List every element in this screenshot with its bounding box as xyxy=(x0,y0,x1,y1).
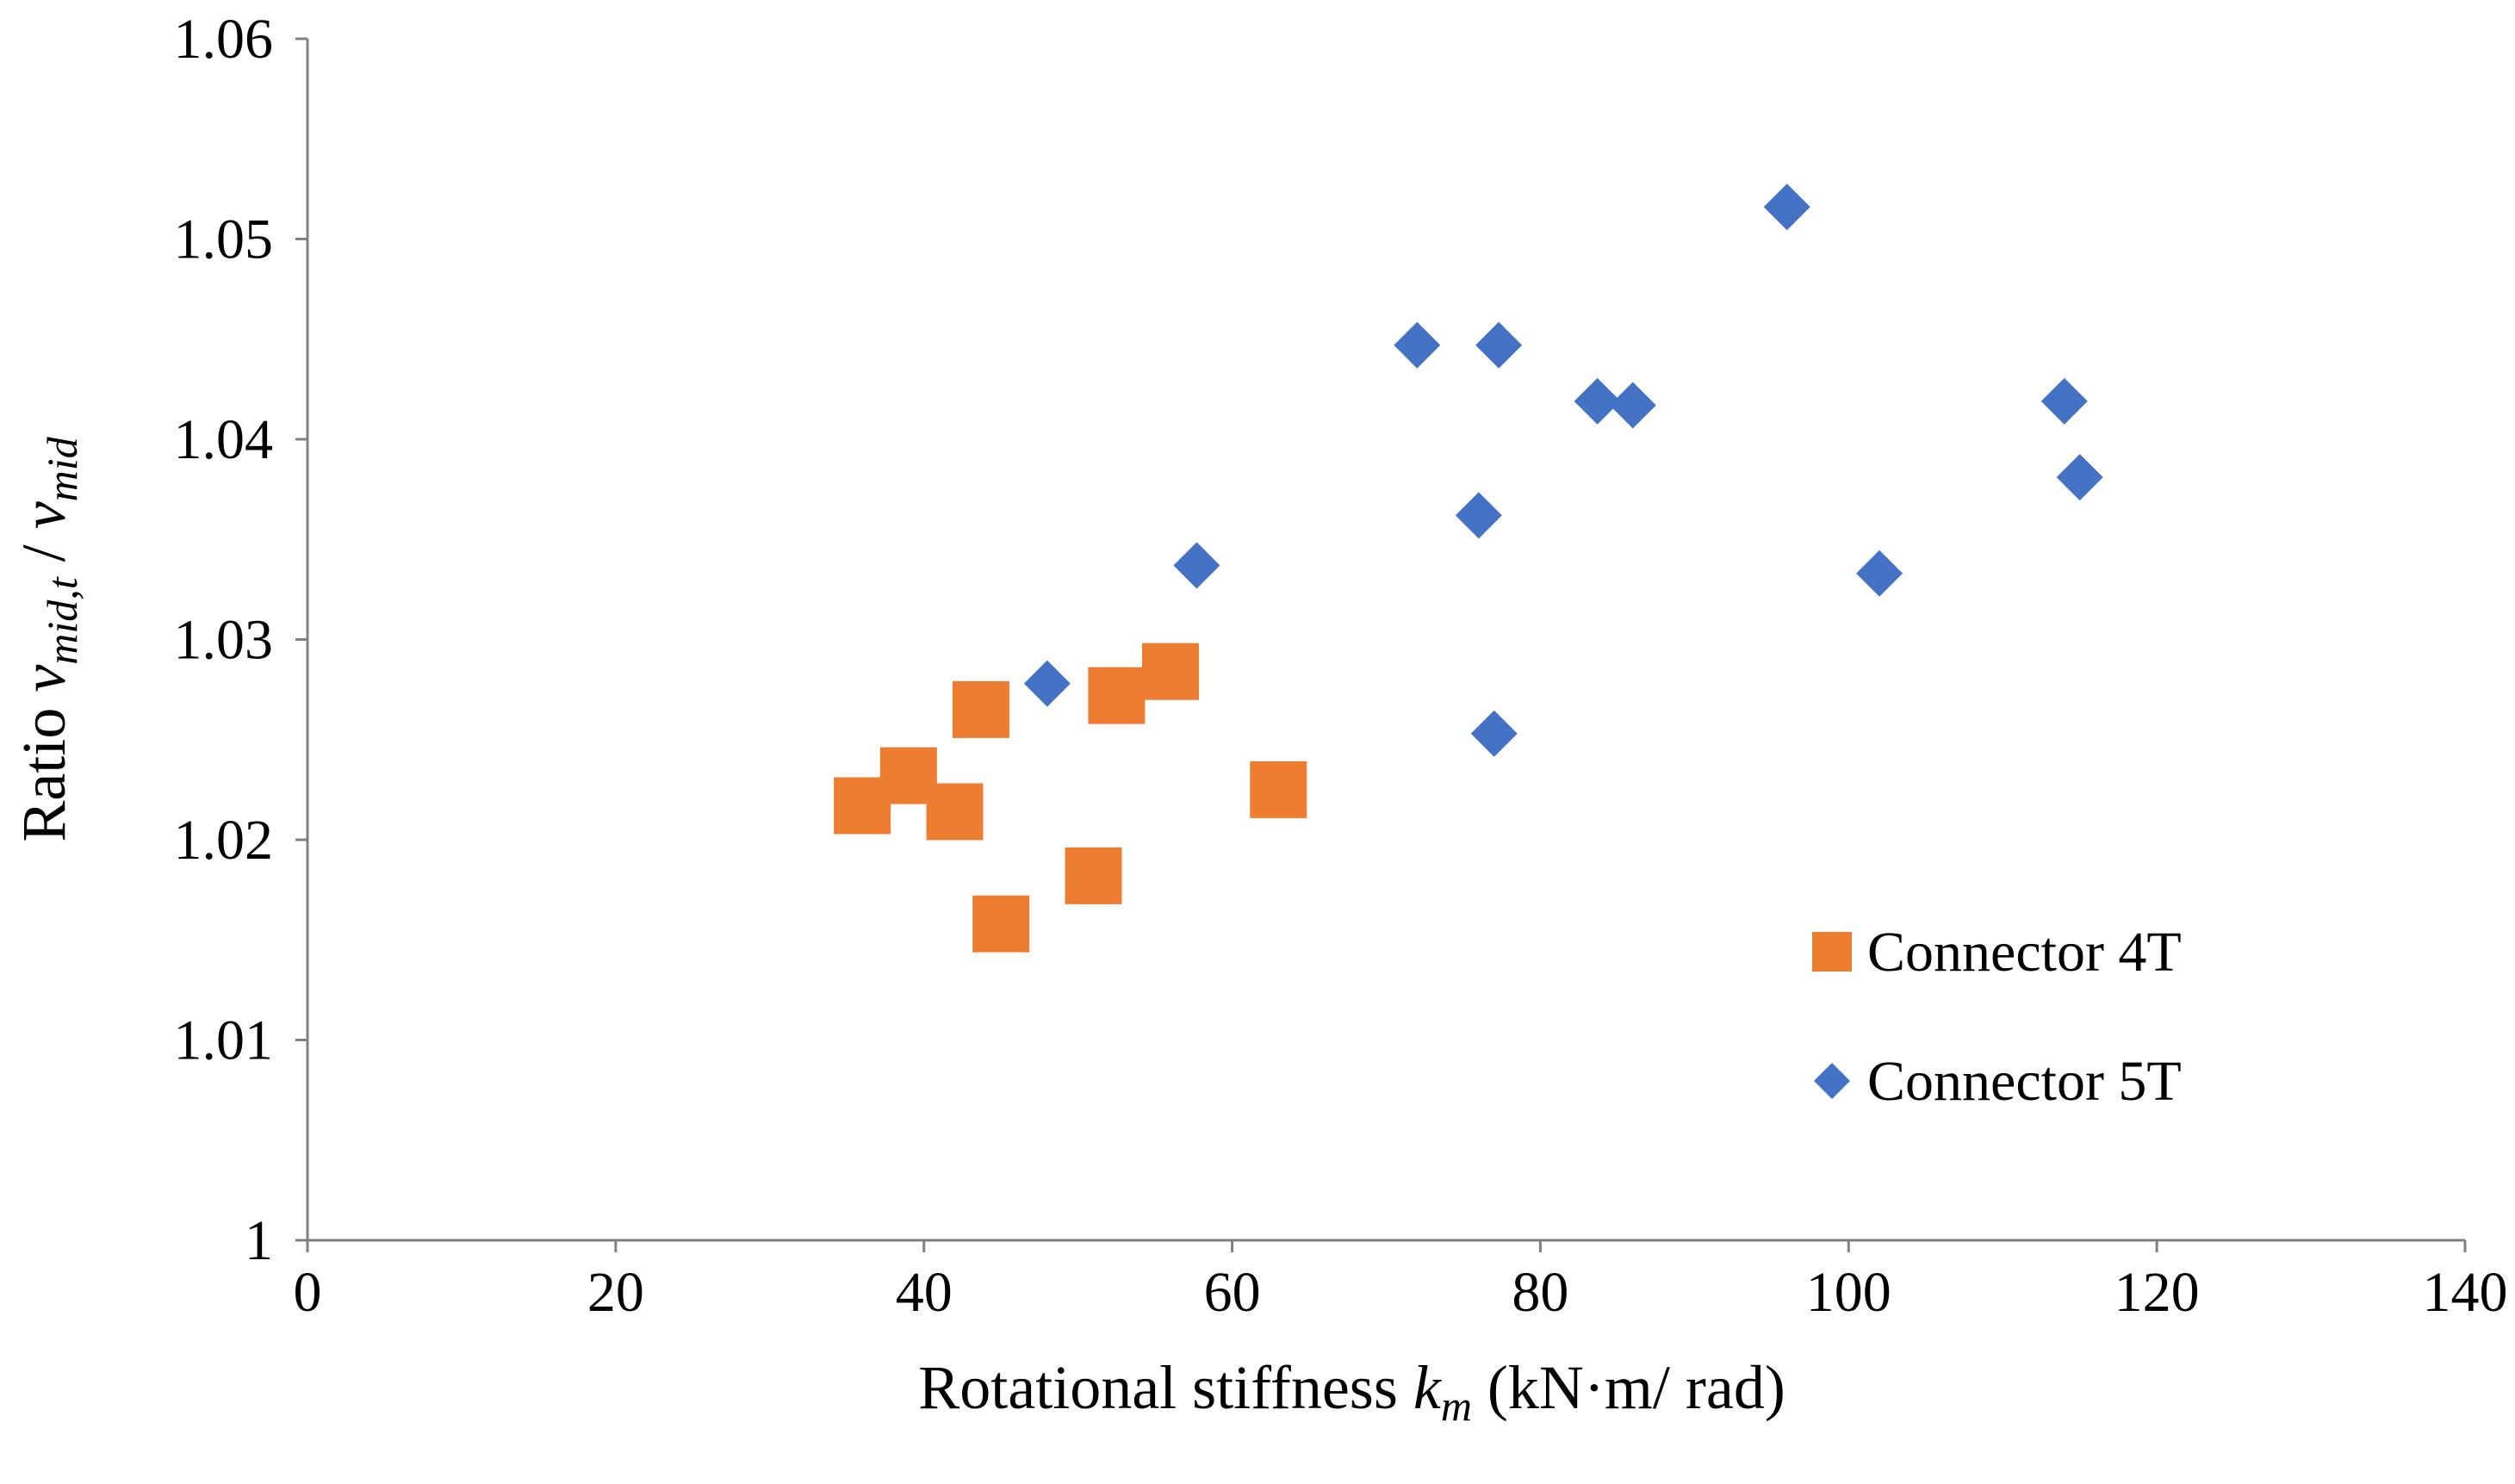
data-point-connector-5t xyxy=(1475,321,1523,369)
x-tick-label: 80 xyxy=(1512,1261,1568,1324)
x-axis-title-suffix: (kN·m/ rad) xyxy=(1472,1353,1785,1422)
data-point-connector-5t xyxy=(1023,660,1071,707)
data-point-connector-5t xyxy=(1455,492,1502,539)
y-axis-title-prefix: Ratio xyxy=(9,692,78,842)
x-tick-label: 20 xyxy=(587,1261,644,1324)
x-tick-label: 140 xyxy=(2423,1261,2508,1324)
legend-marker-connector-4t xyxy=(1812,932,1852,972)
x-axis-title-subscript: m xyxy=(1441,1382,1472,1430)
y-tick-label: 1.05 xyxy=(174,208,274,271)
y-tick-label: 1.02 xyxy=(174,809,274,872)
data-point-connector-5t xyxy=(1394,321,1441,369)
x-axis-title-prefix: Rotational stiffness xyxy=(918,1353,1413,1422)
legend-label-connector-4t: Connector 4T xyxy=(1867,921,2182,984)
y-axis-title-subscript2: mid xyxy=(38,436,86,501)
y-tick-label: 1.01 xyxy=(174,1009,274,1072)
data-point-connector-4t xyxy=(1250,761,1307,818)
data-point-connector-4t xyxy=(926,783,984,841)
data-point-connector-5t xyxy=(2040,377,2088,425)
y-axis-title-subscript1: mid,t xyxy=(38,576,86,665)
data-point-connector-5t xyxy=(2056,454,2103,501)
data-point-connector-5t xyxy=(1609,382,1656,429)
x-tick-label: 100 xyxy=(1806,1261,1891,1324)
y-tick-label: 1.04 xyxy=(174,408,274,471)
x-ticks: 0 20 40 60 80 100 120 140 xyxy=(294,1240,2508,1324)
x-tick-label: 60 xyxy=(1204,1261,1261,1324)
data-point-connector-4t xyxy=(1142,643,1199,700)
data-point-connector-4t xyxy=(1065,847,1122,904)
data-point-connector-5t xyxy=(1856,550,1903,597)
data-point-connector-5t xyxy=(1574,377,1621,425)
y-ticks: 1 1.01 1.02 1.03 1.04 1.05 1.06 xyxy=(174,8,307,1272)
data-point-connector-4t xyxy=(1088,667,1146,724)
y-tick-label: 1.03 xyxy=(174,609,274,672)
y-axis-title-symbol1: v xyxy=(9,665,78,692)
y-axis-title-symbol2: v xyxy=(9,501,78,529)
x-tick-label: 120 xyxy=(2114,1261,2200,1324)
legend-label-connector-5t: Connector 5T xyxy=(1867,1050,2182,1113)
data-point-connector-4t xyxy=(952,680,1009,738)
y-tick-label: 1.06 xyxy=(174,8,274,71)
data-point-connector-5t xyxy=(1763,183,1810,231)
x-axis-title: Rotational stiffness km (kN·m/ rad) xyxy=(918,1353,1785,1430)
x-tick-label: 0 xyxy=(294,1261,322,1324)
data-point-connector-4t xyxy=(972,895,1030,953)
y-tick-label: 1 xyxy=(245,1209,273,1272)
legend: Connector 4T Connector 5T xyxy=(1812,921,2182,1113)
data-point-connector-5t xyxy=(1470,710,1518,757)
data-point-connector-5t xyxy=(1173,542,1220,589)
y-axis-title-separator: / xyxy=(9,529,78,577)
x-tick-label: 40 xyxy=(896,1261,953,1324)
data-points xyxy=(834,183,2103,953)
y-axis-title: Ratio vmid,t / vmid xyxy=(9,436,86,841)
x-axis-title-symbol: k xyxy=(1413,1353,1443,1422)
legend-marker-connector-5t xyxy=(1814,1063,1850,1099)
